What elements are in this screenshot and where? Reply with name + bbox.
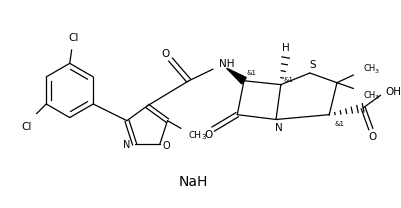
Text: CH: CH xyxy=(189,131,202,140)
Text: 3: 3 xyxy=(375,69,379,74)
Text: CH: CH xyxy=(363,91,375,100)
Text: O: O xyxy=(204,130,212,140)
Polygon shape xyxy=(227,68,246,84)
Text: NaH: NaH xyxy=(179,175,209,189)
Text: OH: OH xyxy=(385,87,401,97)
Text: &1: &1 xyxy=(247,70,257,76)
Text: N: N xyxy=(123,140,131,150)
Text: 3: 3 xyxy=(201,134,206,140)
Text: S: S xyxy=(310,60,316,70)
Text: Cl: Cl xyxy=(22,122,32,132)
Text: O: O xyxy=(369,132,377,142)
Text: N: N xyxy=(275,123,283,133)
Text: Cl: Cl xyxy=(69,33,79,43)
Text: &1: &1 xyxy=(334,121,344,127)
Text: CH: CH xyxy=(363,64,375,73)
Text: NH: NH xyxy=(219,59,234,69)
Text: &1: &1 xyxy=(284,77,294,83)
Text: 3: 3 xyxy=(375,95,379,100)
Text: O: O xyxy=(162,49,170,59)
Text: O: O xyxy=(163,141,170,151)
Text: H: H xyxy=(282,43,290,53)
